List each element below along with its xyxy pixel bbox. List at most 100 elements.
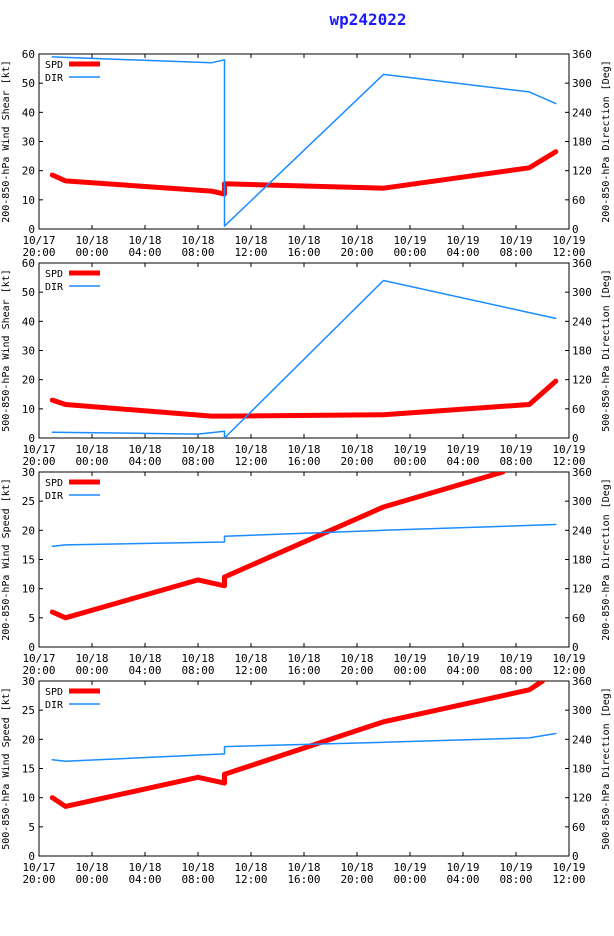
x-tick-label: 08:00 xyxy=(181,664,214,677)
chart-panel-4: 05101520253006012018024030036010/1720:00… xyxy=(1,675,612,886)
dir-series-line xyxy=(51,523,557,548)
legend-label: SPD xyxy=(45,478,63,489)
x-tick-label: 10/18 xyxy=(128,652,161,665)
x-tick-label: 00:00 xyxy=(393,455,426,468)
y-tick-label: 25 xyxy=(22,495,35,508)
x-tick-label: 10/18 xyxy=(287,861,320,874)
x-tick-label: 10/19 xyxy=(446,234,479,247)
y2-tick-label: 120 xyxy=(572,583,592,596)
x-tick-label: 10/19 xyxy=(552,861,585,874)
x-tick-label: 10/18 xyxy=(75,234,108,247)
y-tick-label: 20 xyxy=(22,524,35,537)
plot-frame xyxy=(38,262,570,439)
y2-axis-label: 500-850-hPa Direction [Deg] xyxy=(601,269,612,432)
x-tick-label: 04:00 xyxy=(446,246,479,259)
y2-tick-label: 300 xyxy=(572,286,592,299)
y2-tick-label: 180 xyxy=(572,554,592,567)
y2-tick-label: 60 xyxy=(572,821,585,834)
y-tick-label: 60 xyxy=(22,257,35,270)
x-tick-label: 04:00 xyxy=(128,246,161,259)
y-tick-label: 0 xyxy=(28,850,35,863)
y2-tick-label: 300 xyxy=(572,704,592,717)
y2-tick-label: 360 xyxy=(572,257,592,270)
x-tick-label: 10/19 xyxy=(499,443,532,456)
x-tick-label: 04:00 xyxy=(446,873,479,886)
y-tick-label: 0 xyxy=(28,432,35,445)
x-tick-label: 10/18 xyxy=(181,443,214,456)
x-tick-label: 10/18 xyxy=(181,234,214,247)
chart-panel-2: 010203040506006012018024030036010/1720:0… xyxy=(1,257,612,468)
plot-frame xyxy=(38,53,570,230)
x-tick-label: 10/18 xyxy=(128,234,161,247)
y2-tick-label: 300 xyxy=(572,495,592,508)
x-tick-label: 10/17 xyxy=(22,234,55,247)
y-tick-label: 5 xyxy=(28,612,35,625)
x-tick-label: 08:00 xyxy=(499,873,532,886)
x-tick-label: 20:00 xyxy=(340,455,373,468)
x-tick-label: 10/19 xyxy=(499,861,532,874)
y-tick-label: 10 xyxy=(22,403,35,416)
x-tick-label: 10/18 xyxy=(234,234,267,247)
y2-tick-label: 120 xyxy=(572,374,592,387)
spd-series-line xyxy=(49,149,559,197)
y2-tick-label: 0 xyxy=(572,223,579,236)
x-tick-label: 12:00 xyxy=(552,873,585,886)
x-tick-label: 10/18 xyxy=(128,861,161,874)
y2-tick-label: 240 xyxy=(572,106,592,119)
x-tick-label: 10/19 xyxy=(552,234,585,247)
x-tick-label: 10/18 xyxy=(181,861,214,874)
y-tick-label: 40 xyxy=(22,106,35,119)
dir-series-line xyxy=(51,279,557,438)
plot-frame xyxy=(38,471,570,648)
x-tick-label: 10/19 xyxy=(552,652,585,665)
x-tick-label: 10/18 xyxy=(340,861,373,874)
x-tick-label: 10/18 xyxy=(181,652,214,665)
x-tick-label: 12:00 xyxy=(552,246,585,259)
y-tick-label: 20 xyxy=(22,374,35,387)
x-tick-label: 00:00 xyxy=(393,873,426,886)
x-tick-label: 20:00 xyxy=(22,664,55,677)
x-tick-label: 10/18 xyxy=(75,861,108,874)
spd-series-line xyxy=(49,378,559,419)
y2-tick-label: 60 xyxy=(572,403,585,416)
x-tick-label: 16:00 xyxy=(287,873,320,886)
dir-series-line xyxy=(51,56,557,227)
x-tick-label: 16:00 xyxy=(287,455,320,468)
x-tick-label: 00:00 xyxy=(75,455,108,468)
legend-label: SPD xyxy=(45,269,63,280)
y-tick-label: 10 xyxy=(22,792,35,805)
y2-tick-label: 240 xyxy=(572,733,592,746)
x-tick-label: 12:00 xyxy=(234,873,267,886)
x-tick-label: 10/19 xyxy=(552,443,585,456)
y-tick-label: 15 xyxy=(22,554,35,567)
y2-tick-label: 60 xyxy=(572,194,585,207)
x-tick-label: 00:00 xyxy=(75,664,108,677)
chart-panel-1: 010203040506006012018024030036010/1720:0… xyxy=(1,48,612,259)
x-tick-label: 08:00 xyxy=(181,246,214,259)
legend-label: SPD xyxy=(45,687,63,698)
x-tick-label: 12:00 xyxy=(234,246,267,259)
y2-tick-label: 360 xyxy=(572,48,592,61)
y-tick-label: 5 xyxy=(28,821,35,834)
chart-panel-3: 05101520253006012018024030036010/1720:00… xyxy=(1,466,612,677)
x-tick-label: 10/18 xyxy=(340,443,373,456)
x-tick-label: 20:00 xyxy=(22,873,55,886)
x-tick-label: 10/19 xyxy=(499,234,532,247)
x-tick-label: 10/19 xyxy=(446,861,479,874)
y-tick-label: 60 xyxy=(22,48,35,61)
x-tick-label: 10/18 xyxy=(340,234,373,247)
y2-tick-label: 300 xyxy=(572,77,592,90)
y-tick-label: 50 xyxy=(22,286,35,299)
y-tick-label: 25 xyxy=(22,704,35,717)
x-tick-label: 10/18 xyxy=(340,652,373,665)
x-tick-label: 08:00 xyxy=(181,873,214,886)
y-tick-label: 30 xyxy=(22,675,35,688)
plot-frame xyxy=(38,680,570,857)
x-tick-label: 10/19 xyxy=(393,861,426,874)
x-tick-label: 00:00 xyxy=(75,246,108,259)
y-tick-label: 30 xyxy=(22,136,35,149)
legend-label: SPD xyxy=(45,60,63,71)
spd-series-line xyxy=(49,472,506,621)
x-tick-label: 08:00 xyxy=(499,664,532,677)
